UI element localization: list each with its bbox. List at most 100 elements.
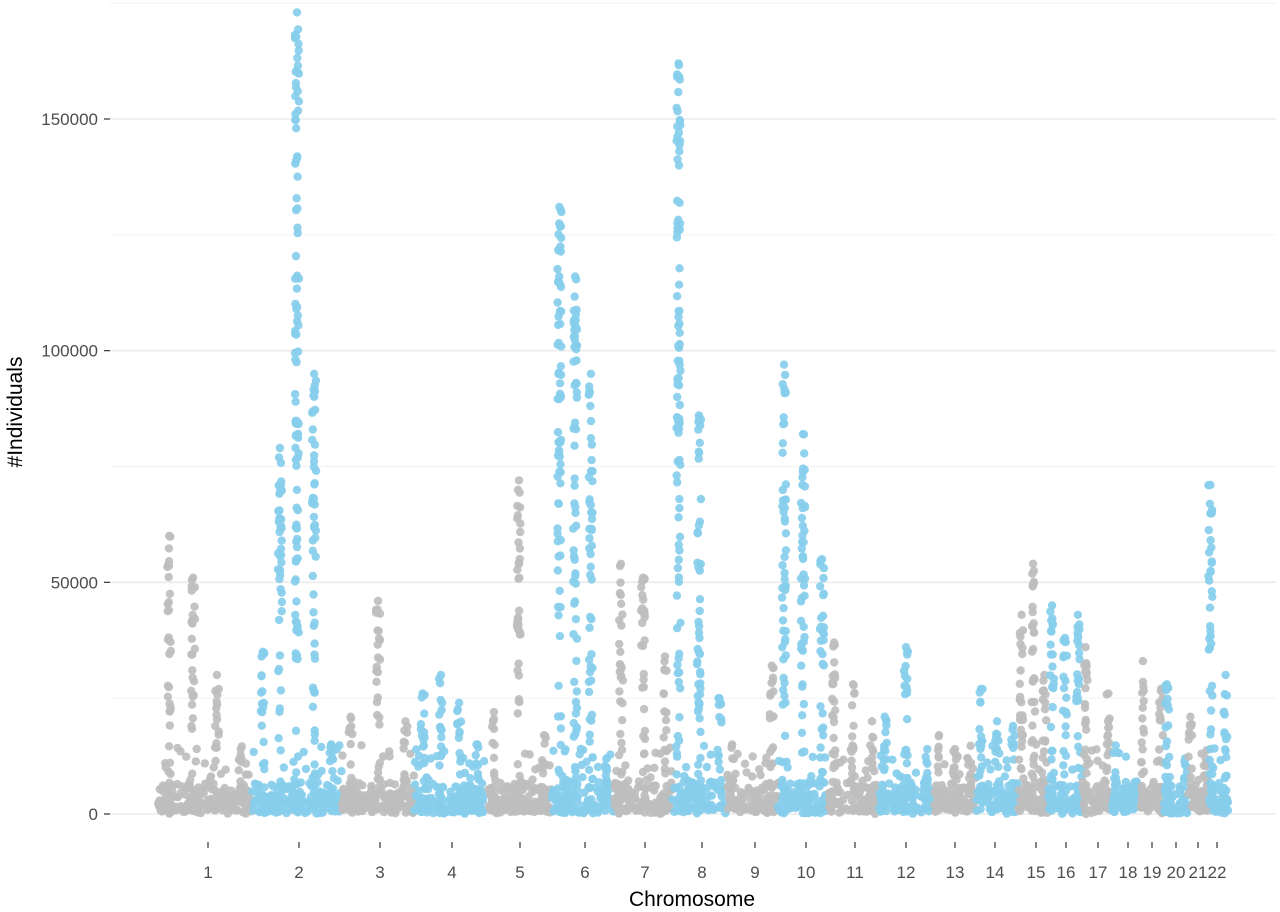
data-point (693, 803, 702, 812)
data-point (1186, 784, 1196, 793)
data-point (1061, 731, 1070, 740)
data-point (588, 477, 597, 486)
data-point (277, 536, 286, 545)
data-point (778, 502, 787, 511)
data-point (1136, 758, 1146, 767)
data-point (564, 805, 573, 815)
data-point (769, 687, 778, 696)
data-point (649, 786, 659, 795)
data-point (888, 755, 897, 764)
data-point (1014, 785, 1024, 795)
data-point (694, 760, 703, 769)
data-point (818, 650, 827, 659)
data-point (817, 613, 826, 622)
data-point (695, 690, 705, 699)
data-point (277, 607, 286, 616)
data-point (1094, 791, 1103, 800)
data-point (588, 753, 597, 762)
data-point (588, 774, 597, 784)
data-point (164, 682, 174, 692)
data-point (472, 794, 482, 803)
data-point (1104, 689, 1113, 698)
data-point (868, 763, 877, 772)
data-point (786, 779, 795, 788)
data-point (895, 795, 904, 804)
data-point (1184, 728, 1194, 737)
data-point (950, 744, 960, 754)
data-point (829, 713, 838, 722)
data-point (1061, 751, 1071, 760)
data-point (614, 750, 624, 760)
data-point (235, 755, 245, 764)
data-point (276, 686, 286, 695)
data-point (555, 632, 565, 641)
data-point (553, 793, 563, 803)
data-point (650, 763, 659, 773)
data-point (531, 800, 540, 809)
data-point (1184, 752, 1193, 761)
data-point (850, 772, 859, 781)
data-point (924, 794, 933, 803)
data-point (780, 552, 789, 562)
data-point (293, 61, 303, 70)
data-point (591, 783, 600, 792)
data-point (1138, 703, 1147, 712)
data-point (569, 732, 578, 741)
data-point (1111, 768, 1120, 777)
data-point (301, 764, 311, 774)
data-point (410, 780, 420, 789)
data-point (778, 448, 787, 457)
data-point (617, 738, 626, 748)
data-point (310, 771, 319, 781)
data-point (792, 793, 802, 802)
data-point (292, 461, 301, 470)
data-point (798, 711, 807, 720)
data-point (1139, 686, 1149, 695)
data-point (850, 688, 859, 698)
data-point (1074, 742, 1083, 751)
data-point (587, 716, 596, 725)
data-point (571, 773, 581, 782)
data-point (411, 791, 420, 800)
data-point (1222, 691, 1232, 700)
data-point (1082, 754, 1092, 764)
data-point (211, 786, 220, 796)
data-point (375, 782, 384, 791)
data-point (799, 570, 808, 579)
data-point (617, 805, 626, 814)
data-point (977, 737, 986, 746)
data-point (516, 519, 525, 528)
data-point (554, 499, 563, 508)
data-point (778, 561, 787, 570)
data-point (291, 610, 300, 620)
data-point (1185, 720, 1195, 729)
data-point (660, 652, 670, 661)
data-point (674, 87, 683, 97)
data-point (1138, 745, 1147, 754)
data-point (1081, 643, 1090, 652)
data-point (1137, 769, 1147, 779)
data-point (1137, 781, 1147, 791)
data-point (187, 686, 196, 695)
data-point (1087, 746, 1096, 755)
data-point (673, 155, 682, 164)
data-point (1030, 795, 1039, 804)
data-point (903, 674, 912, 684)
data-point (675, 328, 684, 337)
data-point (277, 524, 286, 533)
data-point (291, 779, 300, 789)
data-point (1046, 771, 1056, 780)
data-point (181, 790, 190, 799)
data-point (660, 757, 670, 766)
data-point (838, 795, 848, 805)
data-point (616, 661, 625, 670)
data-point (1010, 731, 1019, 740)
data-point (992, 744, 1001, 754)
data-point (422, 801, 431, 810)
data-point (781, 583, 790, 592)
data-point (1075, 648, 1084, 658)
data-point (491, 775, 500, 785)
data-point (276, 746, 285, 755)
data-point (675, 319, 684, 328)
data-point (740, 805, 749, 814)
